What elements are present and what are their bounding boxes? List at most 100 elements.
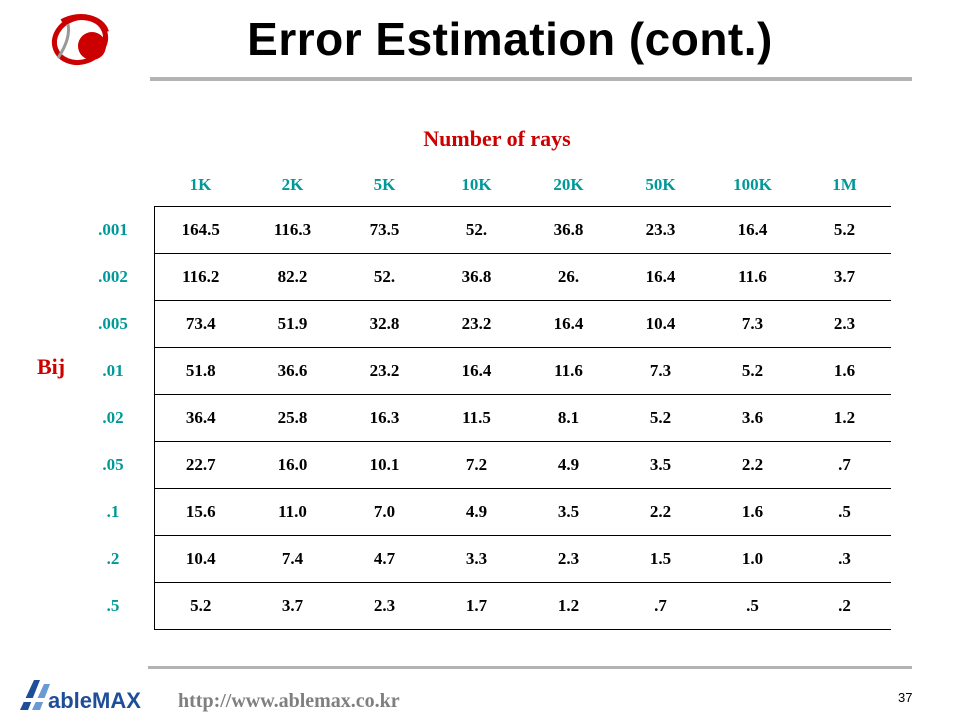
table-cell: 51.8	[154, 347, 247, 395]
table-cell: 2.3	[338, 582, 431, 630]
table-cell: 5.2	[614, 394, 707, 442]
table-row: .002 116.2 82.2 52. 36.8 26. 16.4 11.6 3.7	[72, 253, 891, 301]
table-cell: 10.4	[154, 535, 247, 583]
column-header: 1K	[189, 175, 212, 194]
table-cell: 73.4	[154, 300, 247, 348]
table-cell: 16.4	[614, 253, 707, 301]
table-cell: 23.2	[338, 347, 431, 395]
table-cell: 116.2	[154, 253, 247, 301]
error-table: 1K 2K 5K 10K 20K 50K 100K 1M .001 164.5 116.3 73.5…	[72, 164, 891, 630]
table-row: .01 51.8 36.6 23.2 16.4 11.6 7.3 5.2 1.6	[72, 347, 891, 395]
table-cell: 4.9	[522, 441, 615, 489]
table-cell: 36.4	[154, 394, 247, 442]
table-cell: 3.5	[614, 441, 707, 489]
table-cell: 15.6	[154, 488, 247, 536]
table-cell: 16.3	[338, 394, 431, 442]
table-cell: 51.9	[246, 300, 339, 348]
table-cell: 1.5	[614, 535, 707, 583]
footer-divider	[148, 666, 912, 669]
table-cell: 4.9	[430, 488, 523, 536]
table-cell: 2.3	[522, 535, 615, 583]
column-header: 5K	[373, 175, 396, 194]
table-cell: 1.2	[522, 582, 615, 630]
column-axis-label: Number of rays	[423, 126, 571, 151]
table-row: .2 10.4 7.4 4.7 3.3 2.3 1.5 1.0.3	[72, 535, 891, 583]
table-cell: .3	[798, 535, 891, 583]
table-cell: 8.1	[522, 394, 615, 442]
table-corner-cell	[72, 164, 155, 207]
table-cell: 2.2	[614, 488, 707, 536]
table-cell: 36.8	[522, 206, 615, 254]
table-cell: .7	[798, 441, 891, 489]
table-cell: .5	[706, 582, 799, 630]
footer-url[interactable]: http://www.ablemax.co.kr	[178, 690, 400, 712]
table-cell: 3.7	[798, 253, 891, 301]
table-row: .005 73.4 51.9 32.8 23.2 16.4 10.4 7.3 2.3	[72, 300, 891, 348]
row-label: .05	[102, 455, 124, 474]
table-cell: 5.2	[706, 347, 799, 395]
table-cell: 7.0	[338, 488, 431, 536]
table-cell: 2.3	[798, 300, 891, 348]
row-label: .001	[98, 220, 128, 239]
table-cell: 36.6	[246, 347, 339, 395]
table-cell: 3.6	[706, 394, 799, 442]
table-header-row: 1K 2K 5K 10K 20K 50K 100K 1M	[72, 164, 891, 207]
table-cell: 7.3	[614, 347, 707, 395]
table-cell: 16.0	[246, 441, 339, 489]
table-cell: 116.3	[246, 206, 339, 254]
table-cell: 1.0	[706, 535, 799, 583]
row-label: .1	[106, 502, 120, 521]
row-label: .01	[102, 361, 124, 380]
table-cell: 10.1	[338, 441, 431, 489]
row-label: .2	[106, 549, 120, 568]
table-cell: 3.3	[430, 535, 523, 583]
table-cell: 16.4	[522, 300, 615, 348]
table-cell: 1.2	[798, 394, 891, 442]
column-header: 2K	[281, 175, 304, 194]
table-row: .1 15.6 11.0 7.0 4.9 3.5 2.2 1.6.5	[72, 488, 891, 536]
title-divider	[150, 77, 912, 81]
table-cell: 22.7	[154, 441, 247, 489]
table-cell: 11.6	[706, 253, 799, 301]
table-cell: 26.	[522, 253, 615, 301]
row-label: .02	[102, 408, 124, 427]
column-header: 50K	[645, 175, 676, 194]
row-label: .002	[98, 267, 128, 286]
ablemax-logo: ableMAX	[20, 680, 141, 713]
table-cell: 4.7	[338, 535, 431, 583]
table-cell: 23.2	[430, 300, 523, 348]
table-cell: 164.5	[154, 206, 247, 254]
column-header: 10K	[461, 175, 492, 194]
table-cell: 1.7	[430, 582, 523, 630]
table-cell: 23.3	[614, 206, 707, 254]
table-cell: 5.2	[798, 206, 891, 254]
table-cell: 52.	[430, 206, 523, 254]
table-cell: 3.7	[246, 582, 339, 630]
table-cell: 36.8	[430, 253, 523, 301]
row-axis-label: Bij	[37, 354, 66, 379]
table-cell: .7	[614, 582, 707, 630]
table-cell: 1.6	[706, 488, 799, 536]
page-number: 37	[898, 690, 913, 705]
table-cell: 3.5	[522, 488, 615, 536]
table-cell: 2.2	[706, 441, 799, 489]
table-row: .5 5.2 3.7 2.3 1.7 1.2.7.5.2	[72, 582, 891, 630]
column-header: 100K	[733, 175, 772, 194]
table-cell: 11.6	[522, 347, 615, 395]
table-cell: 11.5	[430, 394, 523, 442]
table-cell: 16.4	[706, 206, 799, 254]
table-cell: 82.2	[246, 253, 339, 301]
table-cell: 52.	[338, 253, 431, 301]
table-row: .02 36.4 25.8 16.3 11.5 8.1 5.2 3.6 1.2	[72, 394, 891, 442]
table-cell: .2	[798, 582, 891, 630]
table-cell: 1.6	[798, 347, 891, 395]
table-cell: 16.4	[430, 347, 523, 395]
table-cell: 5.2	[154, 582, 247, 630]
table-cell: 7.4	[246, 535, 339, 583]
row-label: .5	[106, 596, 120, 615]
slide-title: Error Estimation (cont.)	[247, 13, 773, 65]
table-cell: 73.5	[338, 206, 431, 254]
company-logo	[51, 14, 109, 66]
column-header: 1M	[832, 175, 857, 194]
row-label: .005	[98, 314, 128, 333]
